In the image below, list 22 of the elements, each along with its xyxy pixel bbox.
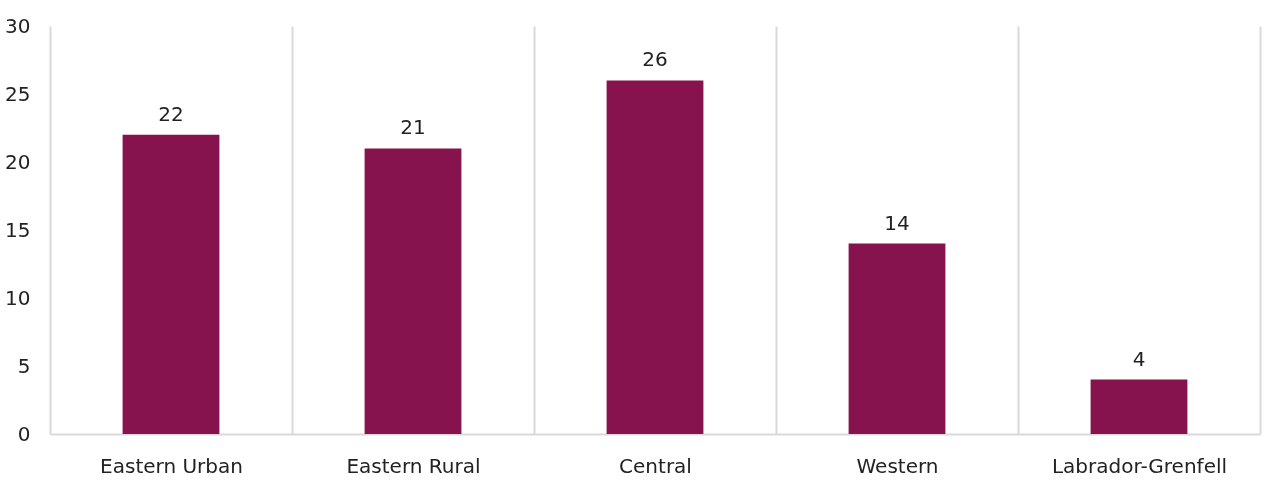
y-tick-label: 5 <box>17 353 31 378</box>
x-tick-label: Central <box>619 453 692 478</box>
bar <box>364 148 462 434</box>
x-tick-label: Eastern Urban <box>100 453 243 478</box>
y-tick-label: 15 <box>5 217 31 242</box>
data-label: 4 <box>1132 346 1146 371</box>
y-tick-label: 25 <box>5 81 31 106</box>
bar <box>122 134 220 434</box>
data-label: 14 <box>884 210 910 235</box>
x-tick-label: Western <box>856 453 939 478</box>
bar <box>606 80 704 434</box>
y-tick-label: 10 <box>5 285 31 310</box>
data-label: 22 <box>158 101 184 126</box>
bar <box>848 243 946 434</box>
x-tick-label: Labrador-Grenfell <box>1051 453 1228 478</box>
y-tick-label: 0 <box>17 421 31 446</box>
data-label: 21 <box>400 115 426 140</box>
data-label: 26 <box>642 47 668 72</box>
y-tick-label: 20 <box>5 149 31 174</box>
bar <box>1090 379 1188 434</box>
y-tick-label: 30 <box>5 13 31 38</box>
x-tick-label: Eastern Rural <box>346 453 481 478</box>
